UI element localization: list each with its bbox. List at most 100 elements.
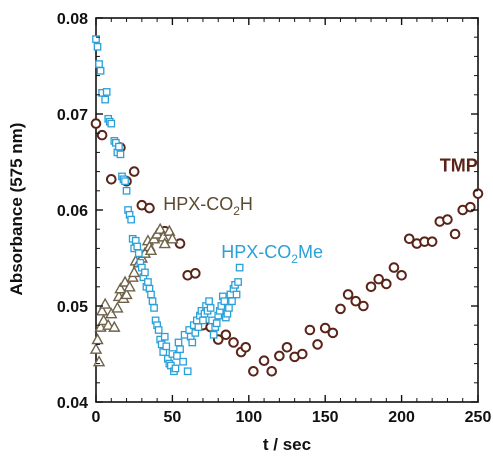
data-point-circle <box>373 273 384 285</box>
data-point-square <box>232 290 241 299</box>
data-point-circle <box>465 201 476 213</box>
x-tick-label: 100 <box>235 409 262 426</box>
data-point-triangle <box>111 301 124 313</box>
data-point-square <box>199 316 207 325</box>
data-point-triangle <box>91 333 104 345</box>
data-point-circle <box>105 173 117 185</box>
data-point-square <box>127 215 135 224</box>
data-point-circle <box>258 355 270 367</box>
data-point-triangle <box>166 232 179 244</box>
data-point-square <box>183 367 192 376</box>
series-hpx-co2h <box>89 222 179 367</box>
annotation-base: HPX-CO <box>221 242 291 262</box>
data-point-circle <box>312 339 323 350</box>
data-point-square <box>141 268 149 277</box>
data-point-circle <box>319 322 331 334</box>
data-point-square <box>122 186 131 195</box>
data-point-square <box>228 297 236 306</box>
y-tick-label: 0.05 <box>57 299 88 316</box>
data-point-circle <box>281 341 293 353</box>
data-point-square <box>93 42 102 51</box>
annotation-base: HPX-CO <box>163 194 233 214</box>
data-point-square <box>116 150 125 159</box>
data-point-triangle <box>128 265 141 278</box>
x-tick-label: 200 <box>388 409 415 426</box>
data-point-circle <box>403 233 415 245</box>
data-point-square <box>173 352 181 360</box>
data-point-circle <box>220 329 232 341</box>
data-point-circle <box>442 214 453 225</box>
data-point-square <box>150 304 158 312</box>
data-point-square <box>107 119 116 128</box>
x-tick-label: 50 <box>164 409 182 426</box>
data-point-circle <box>358 300 369 312</box>
annotation-tmp: TMP <box>440 156 478 176</box>
data-point-square <box>206 304 215 312</box>
data-point-circle <box>174 238 186 249</box>
data-point-triangle <box>144 243 158 256</box>
data-point-triangle <box>98 297 112 309</box>
data-point-square <box>92 35 100 43</box>
data-point-square <box>174 338 183 347</box>
data-point-square <box>176 345 184 354</box>
data-point-circle <box>296 348 308 360</box>
x-tick-label: 150 <box>312 409 339 426</box>
data-point-square <box>115 142 123 151</box>
data-point-square <box>133 242 142 251</box>
data-point-circle <box>96 129 108 141</box>
annotation-subscript: 2 <box>233 204 240 218</box>
data-point-circle <box>274 350 285 362</box>
data-point-triangle <box>108 320 121 332</box>
data-point-triangle <box>163 224 176 236</box>
data-point-square <box>188 338 197 347</box>
data-point-square <box>101 95 110 104</box>
series-hpx-co2me <box>92 35 244 376</box>
data-point-triangle <box>123 280 136 292</box>
annotation-subscript: 2 <box>291 252 298 266</box>
data-point-triangle <box>102 318 115 330</box>
data-point-square <box>179 357 187 366</box>
data-point-square <box>134 249 143 258</box>
data-point-circle <box>327 327 339 339</box>
data-point-square <box>95 60 103 68</box>
data-point-square <box>225 304 233 312</box>
data-point-square <box>205 297 213 306</box>
data-point-square <box>154 326 163 334</box>
data-point-square <box>121 177 129 186</box>
annotation-tail: H <box>240 194 253 214</box>
data-point-triangle <box>89 342 103 354</box>
data-point-square <box>212 319 221 328</box>
data-point-square <box>102 88 111 96</box>
annotation-tail: Me <box>298 242 323 262</box>
data-point-circle <box>144 202 155 214</box>
x-tick-label: 250 <box>465 409 492 426</box>
data-point-circle <box>365 281 377 293</box>
y-tick-label: 0.07 <box>57 107 88 124</box>
data-point-circle <box>304 324 316 336</box>
data-point-triangle <box>97 313 110 326</box>
data-point-square <box>235 263 244 272</box>
data-point-circle <box>228 337 239 348</box>
axis-ticks: 0 50 100 150 200 250 0.04 0.05 0.06 0.07 0.08 <box>57 11 492 426</box>
data-point-circle <box>472 188 484 199</box>
annotation-co2h: HPX-CO2H <box>163 194 253 218</box>
data-point-square <box>209 330 218 339</box>
data-point-triangle <box>95 304 109 316</box>
data-point-circle <box>335 303 346 315</box>
data-point-circle <box>190 268 201 279</box>
series-tmp <box>90 118 484 377</box>
x-axis-label: t / sec <box>263 435 311 454</box>
data-point-square <box>194 323 203 331</box>
data-point-circle <box>266 365 278 377</box>
data-point-square <box>171 364 180 373</box>
data-point-circle <box>449 228 461 240</box>
y-tick-label: 0.06 <box>57 203 88 220</box>
y-tick-label: 0.08 <box>57 11 88 28</box>
y-tick-label: 0.04 <box>57 395 88 412</box>
data-point-circle <box>388 262 400 273</box>
data-point-square <box>220 297 229 306</box>
data-point-circle <box>342 289 354 300</box>
data-point-circle <box>381 278 392 290</box>
